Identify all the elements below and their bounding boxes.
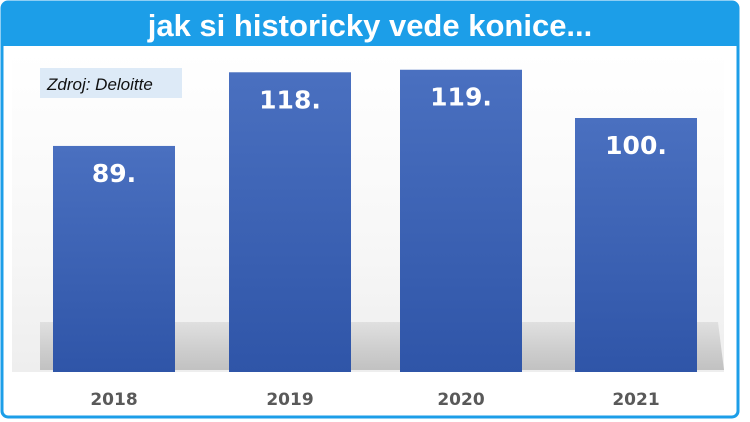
data-label-2018: 89.	[92, 159, 136, 188]
bars	[53, 69, 697, 373]
x-tick-2020: 2020	[437, 390, 484, 410]
data-labels: 89. 118. 119. 100.	[92, 83, 667, 188]
x-axis-ticks: 2018 2019 2020 2021	[90, 390, 659, 410]
chart-title: jak si historicky vede konice...	[147, 8, 593, 43]
bar-2019	[229, 72, 351, 372]
x-tick-2021: 2021	[612, 390, 659, 410]
x-tick-2019: 2019	[266, 390, 313, 410]
floor-shadow	[40, 322, 724, 370]
data-label-2019: 118.	[259, 85, 321, 114]
source-note: Zdroj: Deloitte	[46, 75, 153, 94]
bar-2021	[575, 118, 697, 372]
bar-2020	[400, 69, 522, 373]
source-box	[40, 68, 182, 98]
data-label-2021: 100.	[605, 131, 667, 160]
data-label-2020: 119.	[430, 83, 492, 112]
x-tick-2018: 2018	[90, 390, 137, 410]
bar-2018	[53, 145, 175, 372]
